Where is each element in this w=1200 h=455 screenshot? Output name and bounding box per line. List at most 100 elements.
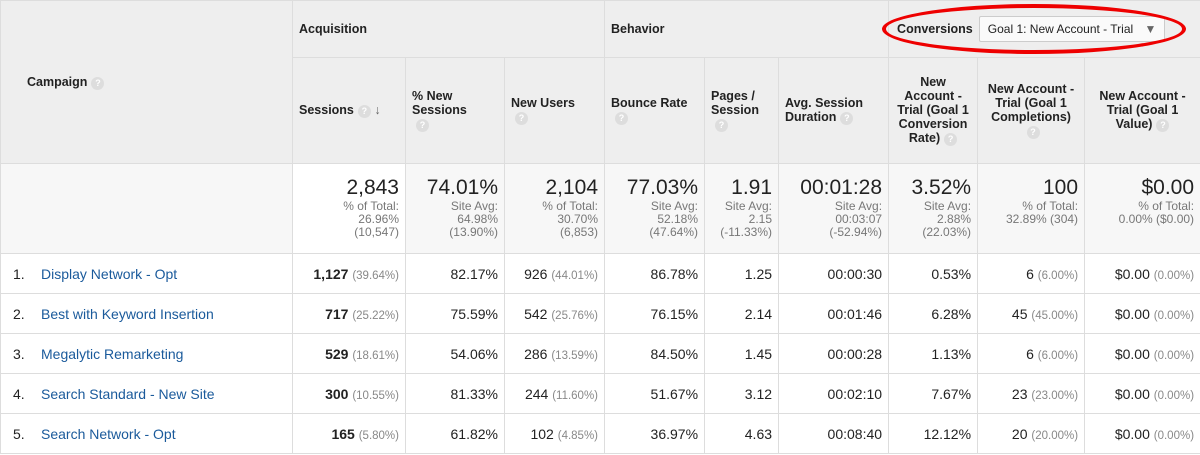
sessions-value: 1,127: [313, 265, 349, 282]
total-label: % of Total:: [1138, 199, 1195, 213]
help-icon[interactable]: ?: [91, 76, 105, 90]
table-cell: $0.00 (0.00%): [1084, 253, 1200, 294]
table-cell: 00:01:46: [778, 293, 890, 334]
duration-value: 00:00:28: [827, 345, 883, 362]
table-cell: 45 (45.00%): [977, 293, 1086, 334]
table-cell: 926 (44.01%): [503, 253, 606, 294]
completions-value: 45: [1011, 305, 1028, 322]
total-change: (22.03%): [922, 225, 972, 239]
new-sessions-value: 61.82%: [450, 425, 498, 442]
duration-value: 00:02:10: [827, 385, 883, 402]
conv-rate-value: 7.67%: [931, 385, 972, 402]
campaign-link[interactable]: Megalytic Remarketing: [41, 345, 184, 362]
bounce-rate-value: 51.67%: [650, 385, 699, 402]
table-cell: 54.06%: [405, 333, 505, 374]
completions-header[interactable]: New Account - Trial (Goal 1 Completions)…: [977, 57, 1086, 164]
sessions-pct: (5.80%): [358, 429, 399, 442]
campaign-link[interactable]: Best with Keyword Insertion: [41, 305, 214, 322]
new-users-value: 102: [530, 425, 554, 442]
help-icon[interactable]: ?: [416, 119, 429, 132]
total-compare: 30.70%: [557, 212, 599, 226]
table-row: 1. Display Network - Opt 1,127 (39.64%) 82.…: [0, 253, 1200, 294]
table-cell: 84.50%: [604, 333, 706, 374]
table-cell: 82.17%: [405, 253, 505, 294]
new-sessions-value: 54.06%: [450, 345, 498, 362]
bounce-rate-value: 36.97%: [650, 425, 699, 442]
table-row: 2. Best with Keyword Insertion 717 (25.22%…: [0, 293, 1200, 334]
campaign-link[interactable]: Search Standard - New Site: [41, 385, 215, 402]
conv-rate-header[interactable]: New Account - Trial (Goal 1 Conversion R…: [888, 57, 979, 164]
row-index: 4.: [13, 385, 25, 402]
help-icon[interactable]: ?: [1026, 126, 1040, 139]
table-cell: 2. Best with Keyword Insertion: [0, 293, 293, 334]
highlight-circle: [882, 4, 1186, 54]
new-sessions-value: 81.33%: [450, 385, 498, 402]
total-compare: 32.89% (304): [1006, 212, 1079, 226]
bounce-rate-header[interactable]: Bounce Rate?: [604, 57, 706, 164]
table-cell: 7.67%: [888, 373, 979, 414]
duration-header[interactable]: Avg. Session Duration?: [778, 57, 890, 164]
campaign-header[interactable]: Campaign?: [0, 0, 293, 164]
total-cell: 2,843% of Total: 26.96% (10,547): [292, 163, 406, 254]
table-cell: 165 (5.80%): [292, 413, 406, 454]
total-change: (6,853): [559, 225, 599, 239]
table-cell: 5. Search Network - Opt: [0, 413, 293, 454]
value-header[interactable]: New Account - Trial (Goal 1 Value)?: [1084, 57, 1200, 164]
total-change: (13.90%): [449, 225, 498, 239]
total-value: 00:01:28: [800, 176, 883, 199]
help-icon[interactable]: ?: [715, 119, 729, 132]
total-cell: 00:01:28 Site Avg: 00:03:07 (-52.94%): [778, 163, 890, 254]
help-icon[interactable]: ?: [357, 105, 371, 118]
pages-session-value: 2.14: [744, 305, 773, 322]
total-label: % of Total:: [1022, 199, 1079, 213]
conv-rate-value: 6.28%: [931, 305, 972, 322]
sessions-value: 529: [325, 345, 349, 362]
new-users-header[interactable]: New Users?: [503, 57, 606, 164]
total-value: 3.52%: [911, 176, 972, 199]
sessions-header[interactable]: Sessions? ↓: [292, 57, 406, 164]
completions-pct: (45.00%): [1031, 309, 1079, 322]
help-icon[interactable]: ?: [615, 112, 629, 125]
pages-session-header[interactable]: Pages / Session?: [704, 57, 780, 164]
pages-session-value: 1.25: [744, 265, 773, 282]
total-change: (-11.33%): [720, 225, 773, 239]
help-icon[interactable]: ?: [944, 133, 958, 146]
total-change: (47.64%): [649, 225, 699, 239]
table-cell: 3.12: [704, 373, 780, 414]
help-icon[interactable]: ?: [1156, 119, 1170, 132]
new-sessions-header[interactable]: % New Sessions?: [405, 57, 505, 164]
table-cell: 75.59%: [405, 293, 505, 334]
goal-value-pct: (0.00%): [1153, 349, 1195, 362]
table-cell: 61.82%: [405, 413, 505, 454]
bounce-rate-value: 76.15%: [650, 305, 699, 322]
goal-value: $0.00: [1114, 305, 1150, 322]
table-cell: 1.13%: [888, 333, 979, 374]
campaign-link[interactable]: Search Network - Opt: [41, 425, 176, 442]
help-icon[interactable]: ?: [840, 112, 854, 125]
total-cell: 1.91 Site Avg: 2.15 (-11.33%): [704, 163, 780, 254]
conv-rate-value: 1.13%: [931, 345, 972, 362]
total-label: Site Avg:: [923, 199, 972, 213]
table-cell: 4. Search Standard - New Site: [0, 373, 293, 414]
campaign-link[interactable]: Display Network - Opt: [41, 265, 178, 282]
table-cell: 6 (6.00%): [977, 333, 1086, 374]
table-cell: 6.28%: [888, 293, 979, 334]
table-cell: 244 (11.60%): [503, 373, 606, 414]
table-cell: $0.00 (0.00%): [1084, 373, 1200, 414]
behavior-group: Behavior: [604, 0, 890, 58]
total-compare: 52.18%: [657, 212, 699, 226]
total-label: % of Total:: [542, 199, 599, 213]
help-icon[interactable]: ?: [515, 112, 528, 125]
duration-value: 00:00:30: [827, 265, 883, 282]
table-cell: 2.14: [704, 293, 780, 334]
total-compare: 00:03:07: [835, 212, 883, 226]
sessions-pct: (39.64%): [352, 269, 399, 282]
new-users-pct: (4.85%): [557, 429, 599, 442]
bounce-rate-value: 84.50%: [650, 345, 699, 362]
table-cell: 300 (10.55%): [292, 373, 406, 414]
table-cell: 51.67%: [604, 373, 706, 414]
table-cell: 86.78%: [604, 253, 706, 294]
completions-pct: (6.00%): [1037, 269, 1079, 282]
goal-value: $0.00: [1114, 385, 1150, 402]
